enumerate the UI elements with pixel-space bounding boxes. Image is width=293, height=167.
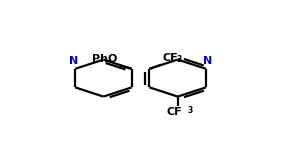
Text: N: N [203,56,212,66]
Text: 3: 3 [176,55,182,64]
Text: CF: CF [167,107,183,117]
Text: PhO: PhO [92,54,117,64]
Text: 3: 3 [188,106,193,115]
Text: N: N [69,56,78,66]
Text: CF: CF [162,53,178,63]
